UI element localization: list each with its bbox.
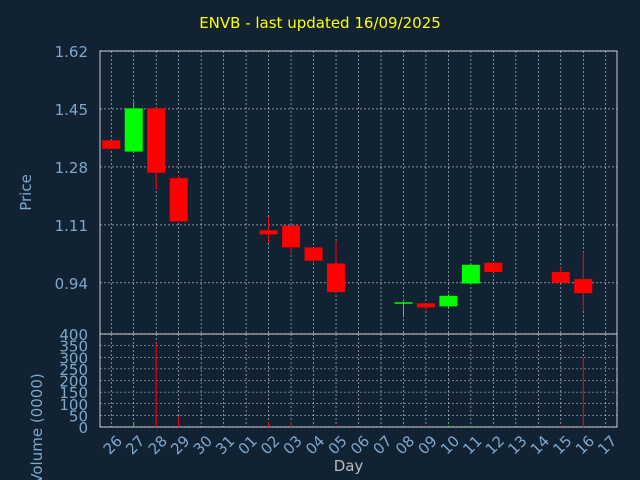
volume-axis-label: Volume (0000) (28, 373, 46, 480)
volume-tick-label: 250 (59, 361, 88, 379)
volume-tick-label: 50 (69, 407, 88, 425)
candle-body (484, 262, 503, 272)
candle-body (327, 263, 346, 293)
volume-tick-label: 350 (59, 338, 88, 356)
price-tick-label: 1.62 (55, 43, 88, 61)
price-tick-label: 0.94 (55, 275, 88, 293)
x-axis-label: Day (334, 457, 364, 475)
candle-body (259, 230, 278, 235)
candle-body (416, 303, 435, 308)
candle-body (169, 178, 188, 222)
volume-tick-label: 200 (59, 373, 88, 391)
candle-body (102, 140, 121, 149)
volume-tick-label: 0 (78, 419, 88, 437)
candle-body (574, 279, 593, 294)
volume-tick-label: 150 (59, 384, 88, 402)
candle-body (394, 302, 413, 304)
candle-body (461, 264, 480, 284)
candle-body (147, 108, 166, 173)
price-tick-label: 1.28 (55, 159, 88, 177)
volume-tick-label: 100 (59, 396, 88, 414)
candle-body (551, 271, 570, 283)
price-tick-label: 1.11 (55, 217, 88, 235)
candle-body (124, 108, 143, 152)
price-axis-label: Price (17, 174, 35, 211)
candle-body (439, 295, 458, 307)
volume-tick-label: 300 (59, 349, 88, 367)
price-tick-label: 1.45 (55, 101, 88, 119)
candle-body (304, 247, 323, 261)
chart-title: ENVB - last updated 16/09/2025 (199, 14, 441, 32)
x-tick-label: 17 (594, 432, 620, 458)
candle-body (282, 225, 301, 248)
volume-tick-label: 400 (59, 326, 88, 344)
